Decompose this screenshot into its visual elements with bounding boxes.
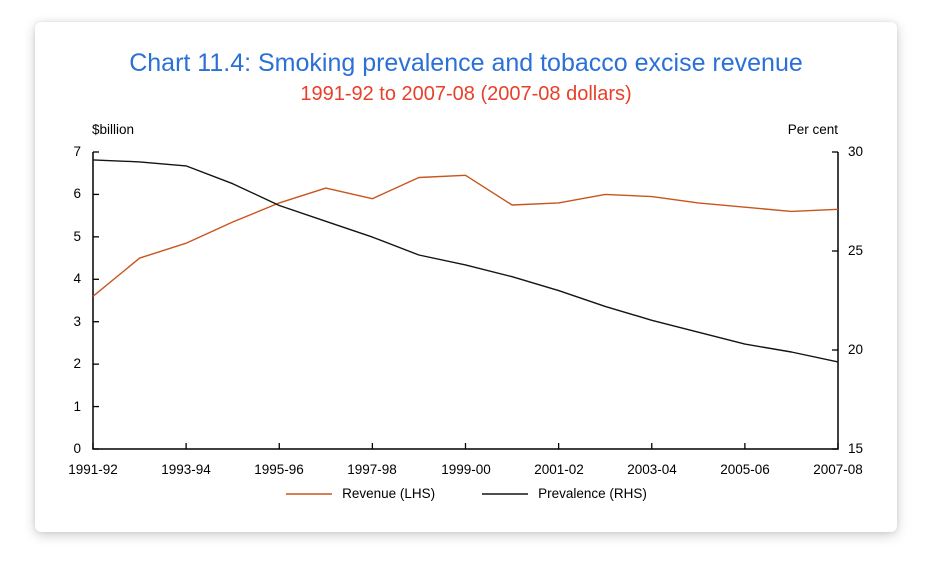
right-axis-tick-label: 25 (848, 243, 864, 258)
chart-card: Chart 11.4: Smoking prevalence and tobac… (35, 22, 897, 532)
legend-label-prevalence: Prevalence (RHS) (538, 486, 647, 501)
left-axis-tickmarks (93, 151, 99, 450)
revenue-swatch (286, 493, 333, 495)
right-axis-tick-label: 20 (848, 342, 864, 357)
right-axis-tick-label: 30 (848, 144, 864, 159)
left-axis-tick-label: 3 (73, 314, 81, 329)
right-axis-tick-label: 15 (848, 441, 864, 456)
chart-subtitle: 1991-92 to 2007-08 (2007-08 dollars) (300, 83, 632, 105)
left-axis-tick-label: 5 (73, 229, 81, 244)
x-axis-tick-label: 2007-08 (813, 462, 863, 477)
x-axis-tick-label: 1999-00 (441, 462, 491, 477)
x-axis-tick-label: 1991-92 (68, 462, 118, 477)
x-axis-tick-label: 1993-94 (161, 462, 211, 477)
left-axis-tick-label: 0 (73, 441, 81, 456)
legend-item-revenue: Revenue (LHS) (285, 486, 435, 502)
left-axis-tick-label: 2 (73, 356, 81, 371)
legend-item-prevalence: Prevalence (RHS) (481, 486, 647, 502)
left-axis-tick-label: 6 (73, 186, 81, 201)
x-axis-tickmarks (92, 443, 839, 449)
left-axis-tick-label: 1 (73, 399, 81, 414)
legend: Revenue (LHS) Prevalence (RHS) (35, 486, 897, 502)
plot-area (92, 151, 839, 450)
x-axis-tick-label: 2001-02 (534, 462, 584, 477)
right-axis-tickmarks (832, 151, 838, 450)
left-axis-tick-label: 4 (73, 271, 81, 286)
prevalence-swatch (482, 493, 529, 495)
x-axis-tick-label: 2005-06 (720, 462, 770, 477)
legend-label-revenue: Revenue (LHS) (342, 486, 436, 501)
chart-title: Chart 11.4: Smoking prevalence and tobac… (129, 49, 803, 77)
right-axis-unit-label: Per cent (787, 122, 838, 137)
axis-frame (92, 152, 839, 450)
revenue-line (92, 174, 839, 297)
x-axis-tick-label: 1997-98 (347, 462, 397, 477)
x-axis-tick-label: 2003-04 (627, 462, 677, 477)
left-axis-unit-label: $billion (92, 122, 135, 137)
x-axis-tick-label: 1995-96 (254, 462, 304, 477)
prevalence-line (92, 159, 839, 363)
left-axis-tick-label: 7 (73, 144, 81, 159)
